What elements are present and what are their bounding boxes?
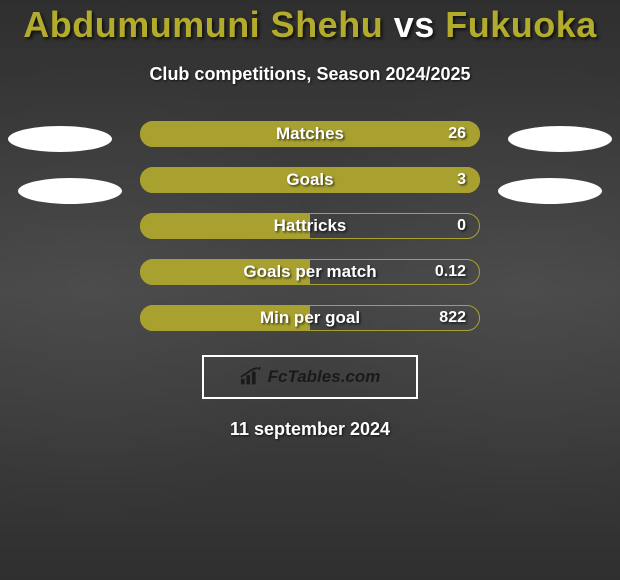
bar-fill — [140, 121, 480, 147]
title-vs: vs — [383, 4, 445, 45]
stat-row-hattricks: Hattricks 0 — [140, 213, 480, 239]
title-player-right: Fukuoka — [445, 4, 597, 45]
bar-fill — [140, 259, 310, 285]
bar-fill — [140, 167, 480, 193]
stat-row-gpm: Goals per match 0.12 — [140, 259, 480, 285]
stats-area: Matches 26 Goals 3 Hattricks 0 Goals per… — [0, 121, 620, 331]
logo-text: FcTables.com — [268, 367, 381, 387]
bar-fill — [140, 213, 310, 239]
bar-chart-icon — [240, 367, 262, 387]
date-text: 11 september 2024 — [230, 419, 390, 440]
title-player-left: Abdumumuni Shehu — [23, 4, 383, 45]
page-title: Abdumumuni Shehu vs Fukuoka — [23, 4, 597, 46]
subtitle: Club competitions, Season 2024/2025 — [149, 64, 470, 85]
stat-row-goals: Goals 3 — [140, 167, 480, 193]
logo-box[interactable]: FcTables.com — [202, 355, 418, 399]
stat-row-mpg: Min per goal 822 — [140, 305, 480, 331]
bar-fill — [140, 305, 310, 331]
infographic-container: Abdumumuni Shehu vs Fukuoka Club competi… — [0, 0, 620, 580]
stat-row-matches: Matches 26 — [140, 121, 480, 147]
